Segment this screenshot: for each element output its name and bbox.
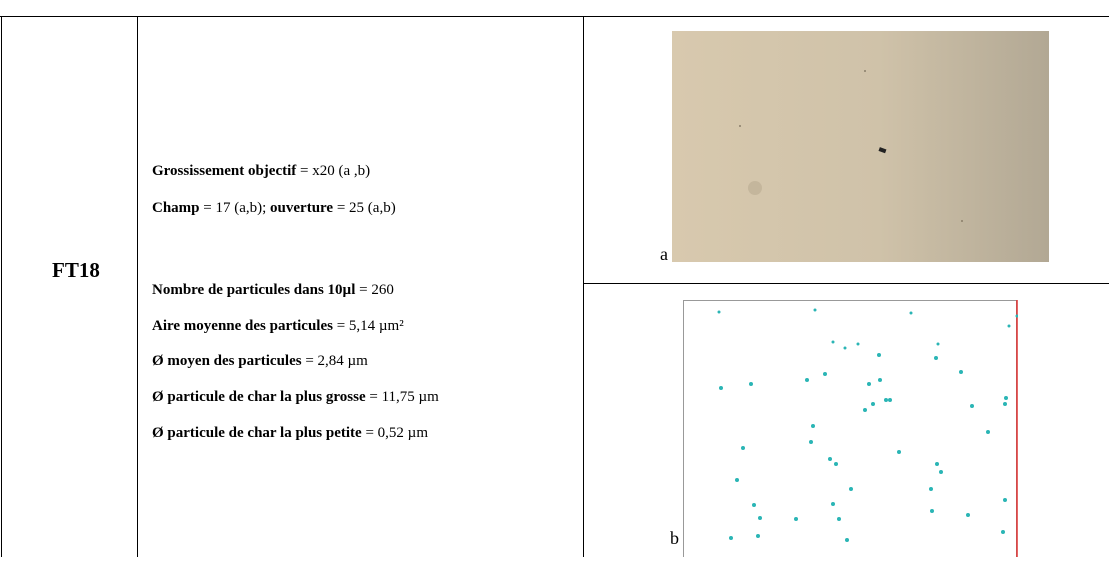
table-border bbox=[0, 16, 1109, 17]
field-value: = 0,52 µm bbox=[361, 425, 428, 441]
field-value: = 25 (a,b) bbox=[333, 200, 396, 216]
table-border bbox=[583, 16, 584, 557]
field-value: = 17 (a,b); bbox=[199, 200, 271, 216]
measurement-line: Aire moyenne des particules = 5,14 µm² bbox=[152, 318, 404, 335]
speck bbox=[748, 181, 762, 195]
image-label: b bbox=[670, 528, 679, 548]
field-label: Ø particule de char la plus grosse bbox=[152, 389, 366, 405]
field-value: = 5,14 µm² bbox=[332, 318, 404, 334]
specks bbox=[739, 70, 963, 222]
measurement-line: Champ = 17 (a,b); ouverture = 25 (a,b) bbox=[152, 200, 396, 217]
field-label: Nombre de particules dans 10µl bbox=[152, 282, 356, 298]
field-value: = 2,84 µm bbox=[301, 353, 368, 369]
field-label: Champ bbox=[152, 200, 200, 216]
measurement-line: Grossissement objectif = x20 (a ,b) bbox=[152, 163, 370, 180]
measurement-line: Ø particule de char la plus petite = 0,5… bbox=[152, 425, 428, 442]
measurement-line: Nombre de particules dans 10µl = 260 bbox=[152, 282, 394, 299]
table-border bbox=[137, 16, 138, 557]
field-value: = 260 bbox=[355, 282, 394, 298]
field-value: = x20 (a ,b) bbox=[296, 163, 371, 179]
measurement-line: Ø moyen des particules = 2,84 µm bbox=[152, 353, 368, 370]
field-label: Grossissement objectif bbox=[152, 163, 297, 179]
speck bbox=[878, 147, 887, 154]
speck bbox=[864, 70, 866, 72]
micrograph-a bbox=[672, 31, 1049, 262]
table-border bbox=[583, 283, 1109, 284]
image-frame bbox=[683, 300, 1017, 558]
particle-map-b bbox=[683, 300, 1019, 558]
table-border bbox=[1, 16, 2, 557]
particle-dots bbox=[717, 308, 1019, 542]
sample-id: FT18 bbox=[52, 258, 100, 282]
measurement-line: Ø particule de char la plus grosse = 11,… bbox=[152, 389, 439, 406]
image-label: a bbox=[660, 244, 668, 264]
speck bbox=[961, 220, 963, 222]
speck bbox=[739, 125, 741, 127]
field-value: = 11,75 µm bbox=[365, 389, 439, 405]
field-label: Ø particule de char la plus petite bbox=[152, 425, 362, 441]
field-label: ouverture bbox=[270, 200, 334, 216]
field-label: Aire moyenne des particules bbox=[152, 318, 333, 334]
field-label: Ø moyen des particules bbox=[152, 353, 302, 369]
particles bbox=[683, 300, 1019, 558]
